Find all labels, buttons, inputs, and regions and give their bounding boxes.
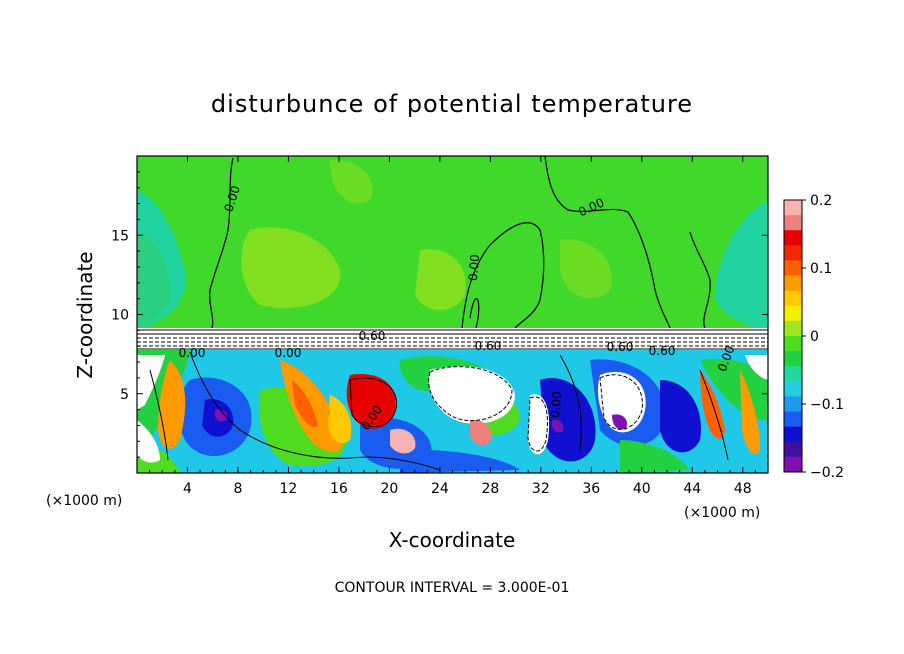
contour-label: 0.00 (179, 346, 206, 360)
x-tick-label: 36 (582, 481, 600, 497)
x-tick-label: 32 (532, 481, 550, 497)
y-tick-label: 10 (111, 308, 129, 324)
colorbar-swatch (784, 411, 802, 428)
colorbar-swatch (784, 260, 802, 277)
colorbar-tick-label: 0.1 (810, 261, 832, 277)
colorbar-tick-label: −0.1 (810, 397, 844, 413)
colorbar-tick-label: −0.2 (810, 465, 844, 481)
plot-area (137, 156, 768, 473)
y-axis-label: Z-coordinate (73, 251, 97, 378)
lime-patch-1 (241, 227, 341, 309)
x-tick-label: 40 (633, 481, 651, 497)
contour-label: 0.60 (359, 329, 386, 343)
cyan-left-patch-2 (137, 230, 171, 328)
contour-label: 0.60 (607, 340, 634, 354)
contour-label: 0.00 (548, 391, 564, 419)
colorbar-swatch (784, 275, 802, 292)
x-tick-label: 20 (380, 481, 398, 497)
contour-interval-note: CONTOUR INTERVAL = 3.000E-01 (335, 580, 570, 596)
colorbar-swatch (784, 230, 802, 246)
colorbar-swatch (784, 456, 802, 473)
x-axis-label: X-coordinate (389, 528, 516, 552)
colorbar-swatch (784, 200, 802, 216)
colorbar-swatch (784, 320, 802, 337)
x-tick-label: 8 (233, 481, 242, 497)
x-tick-label: 24 (431, 481, 449, 497)
x-tick-label: 12 (280, 481, 298, 497)
colorbar-tick-label: 0.2 (810, 193, 832, 209)
contour-lines (209, 156, 711, 329)
y-axis: 5 10 15 (111, 171, 768, 458)
colorbar-swatch (784, 215, 802, 231)
colorbar-tick-label: 0 (810, 329, 819, 345)
inversion-contours (137, 329, 768, 350)
y-tick-label: 5 (120, 387, 129, 403)
x-axis: 4 8 12 16 20 24 28 32 36 40 44 48 (149, 156, 756, 497)
colorbar-swatch (784, 351, 802, 367)
colorbar-swatch (784, 381, 802, 397)
contour-label: 0.00 (275, 346, 302, 360)
x-tick-label: 4 (183, 481, 192, 497)
contour-label: 0.00 (466, 254, 482, 282)
x-tick-label: 48 (734, 481, 752, 497)
chart-title: disturbunce of potential temperature (211, 90, 693, 118)
lower-contour-lines (149, 351, 729, 471)
colorbar-swatch (784, 366, 802, 382)
x-unit-right: (×1000 m) (684, 505, 760, 521)
contour-label: 0.60 (475, 339, 502, 353)
y-tick-label: 15 (111, 228, 129, 244)
colorbar-swatch (784, 305, 802, 322)
colorbar-swatch (784, 441, 802, 458)
x-tick-label: 16 (330, 481, 348, 497)
x-unit-left: (×1000 m) (46, 493, 122, 509)
colorbar-labels: 0.2 0.1 0 −0.1 −0.2 (802, 193, 844, 481)
x-tick-label: 28 (481, 481, 499, 497)
lime-patch-3 (330, 159, 373, 204)
lower-layer-eddies (137, 350, 768, 473)
colorbar-swatch (784, 290, 802, 307)
colorbar-swatch (784, 245, 802, 261)
cyan-right-patch (714, 200, 768, 330)
x-tick-label: 44 (683, 481, 701, 497)
lime-patch-2 (415, 249, 466, 310)
colorbar-swatch (784, 426, 802, 443)
colorbar-swatch (784, 336, 802, 352)
colorbar (783, 199, 803, 473)
contour-label: 0.60 (649, 344, 676, 358)
colorbar-swatch (784, 396, 802, 413)
lime-patch-4 (560, 239, 612, 299)
upper-layer-field (137, 156, 768, 334)
